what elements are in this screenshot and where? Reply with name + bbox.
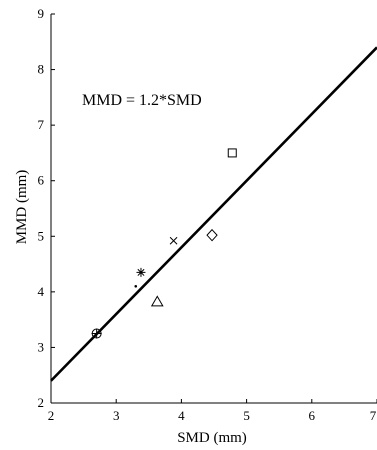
dot-marker [134, 285, 138, 288]
x-tick-label: 6 [309, 408, 316, 423]
y-tick-label: 3 [38, 339, 45, 354]
asterisk-marker [136, 267, 146, 277]
fit-line-group [50, 46, 377, 382]
ticks: 2 3 4 5 6 7 2 3 4 5 6 7 8 9 [38, 6, 377, 423]
fit-line [50, 46, 377, 382]
x-tick-label: 7 [370, 408, 377, 423]
y-tick-label: 9 [38, 6, 45, 21]
y-tick-label: 2 [38, 395, 45, 410]
y-axis-label: MMD (mm) [14, 170, 30, 245]
y-tick-label: 6 [38, 173, 45, 188]
equation-annotation: MMD = 1.2*SMD [82, 92, 202, 109]
y-tick-label: 8 [38, 62, 45, 77]
triangle-marker [150, 295, 164, 307]
markers [91, 148, 237, 339]
x-tick-label: 5 [243, 408, 250, 423]
x-axis-label: SMD (mm) [177, 430, 247, 446]
y-tick-label: 7 [38, 117, 45, 132]
axes [50, 14, 377, 404]
plus-marker [91, 328, 102, 339]
y-tick-label: 5 [38, 228, 45, 243]
square-marker [227, 148, 237, 158]
x-tick-label: 3 [113, 408, 120, 423]
y-tick-label: 4 [38, 284, 45, 299]
x-tick-label: 4 [178, 408, 185, 423]
diamond-marker [206, 228, 218, 242]
x-tick-label: 2 [48, 408, 55, 423]
x-marker [169, 236, 178, 245]
